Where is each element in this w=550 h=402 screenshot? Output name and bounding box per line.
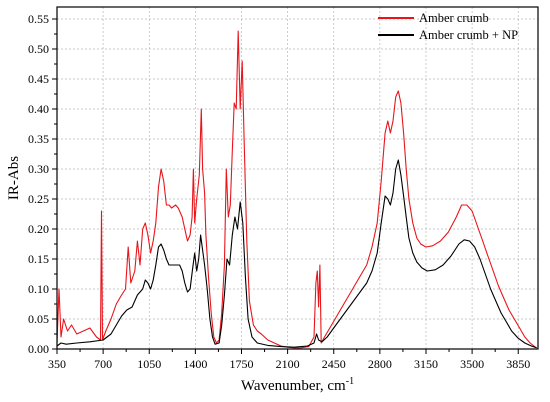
y-tick-label: 0.00 [28, 342, 49, 356]
y-tick-label: 0.40 [28, 102, 49, 116]
y-tick-label: 0.10 [28, 282, 49, 296]
legend: Amber crumb Amber crumb + NP [378, 11, 518, 42]
y-tick-label: 0.05 [28, 312, 49, 326]
legend-label: Amber crumb [419, 11, 489, 25]
x-tick-label: 3500 [460, 357, 484, 371]
series-line-2 [56, 159, 537, 349]
x-tick-label: 350 [48, 357, 66, 371]
series-line-1 [56, 30, 536, 349]
x-tick-label: 2100 [276, 357, 300, 371]
x-tick-label: 1750 [229, 357, 253, 371]
axis-ticks: 350 700 1050 1400 1750 2100 2450 2800 3150 3500 38… [28, 12, 530, 371]
x-tick-label: 2450 [322, 357, 346, 371]
y-tick-label: 0.25 [28, 192, 49, 206]
x-axis-title: Wavenumber, cm-1 [241, 376, 354, 394]
x-tick-label: 2800 [368, 357, 392, 371]
y-tick-label: 0.20 [28, 222, 49, 236]
legend-label: Amber crumb + NP [419, 28, 518, 42]
series-layer [56, 30, 537, 349]
y-tick-label: 0.35 [28, 132, 49, 146]
x-tick-label: 1050 [137, 357, 161, 371]
x-tick-label: 1400 [183, 357, 207, 371]
y-tick-label: 0.50 [28, 42, 49, 56]
y-tick-label: 0.30 [28, 162, 49, 176]
plot-frame [56, 6, 539, 350]
grid-lines [56, 7, 538, 350]
y-axis-title: IR-Abs [6, 156, 22, 200]
x-tick-label: 3850 [506, 357, 530, 371]
y-tick-label: 0.15 [28, 252, 49, 266]
x-tick-label: 3150 [414, 357, 438, 371]
y-tick-label: 0.45 [28, 72, 49, 86]
y-tick-label: 0.55 [28, 12, 49, 26]
x-tick-label: 700 [94, 357, 112, 371]
